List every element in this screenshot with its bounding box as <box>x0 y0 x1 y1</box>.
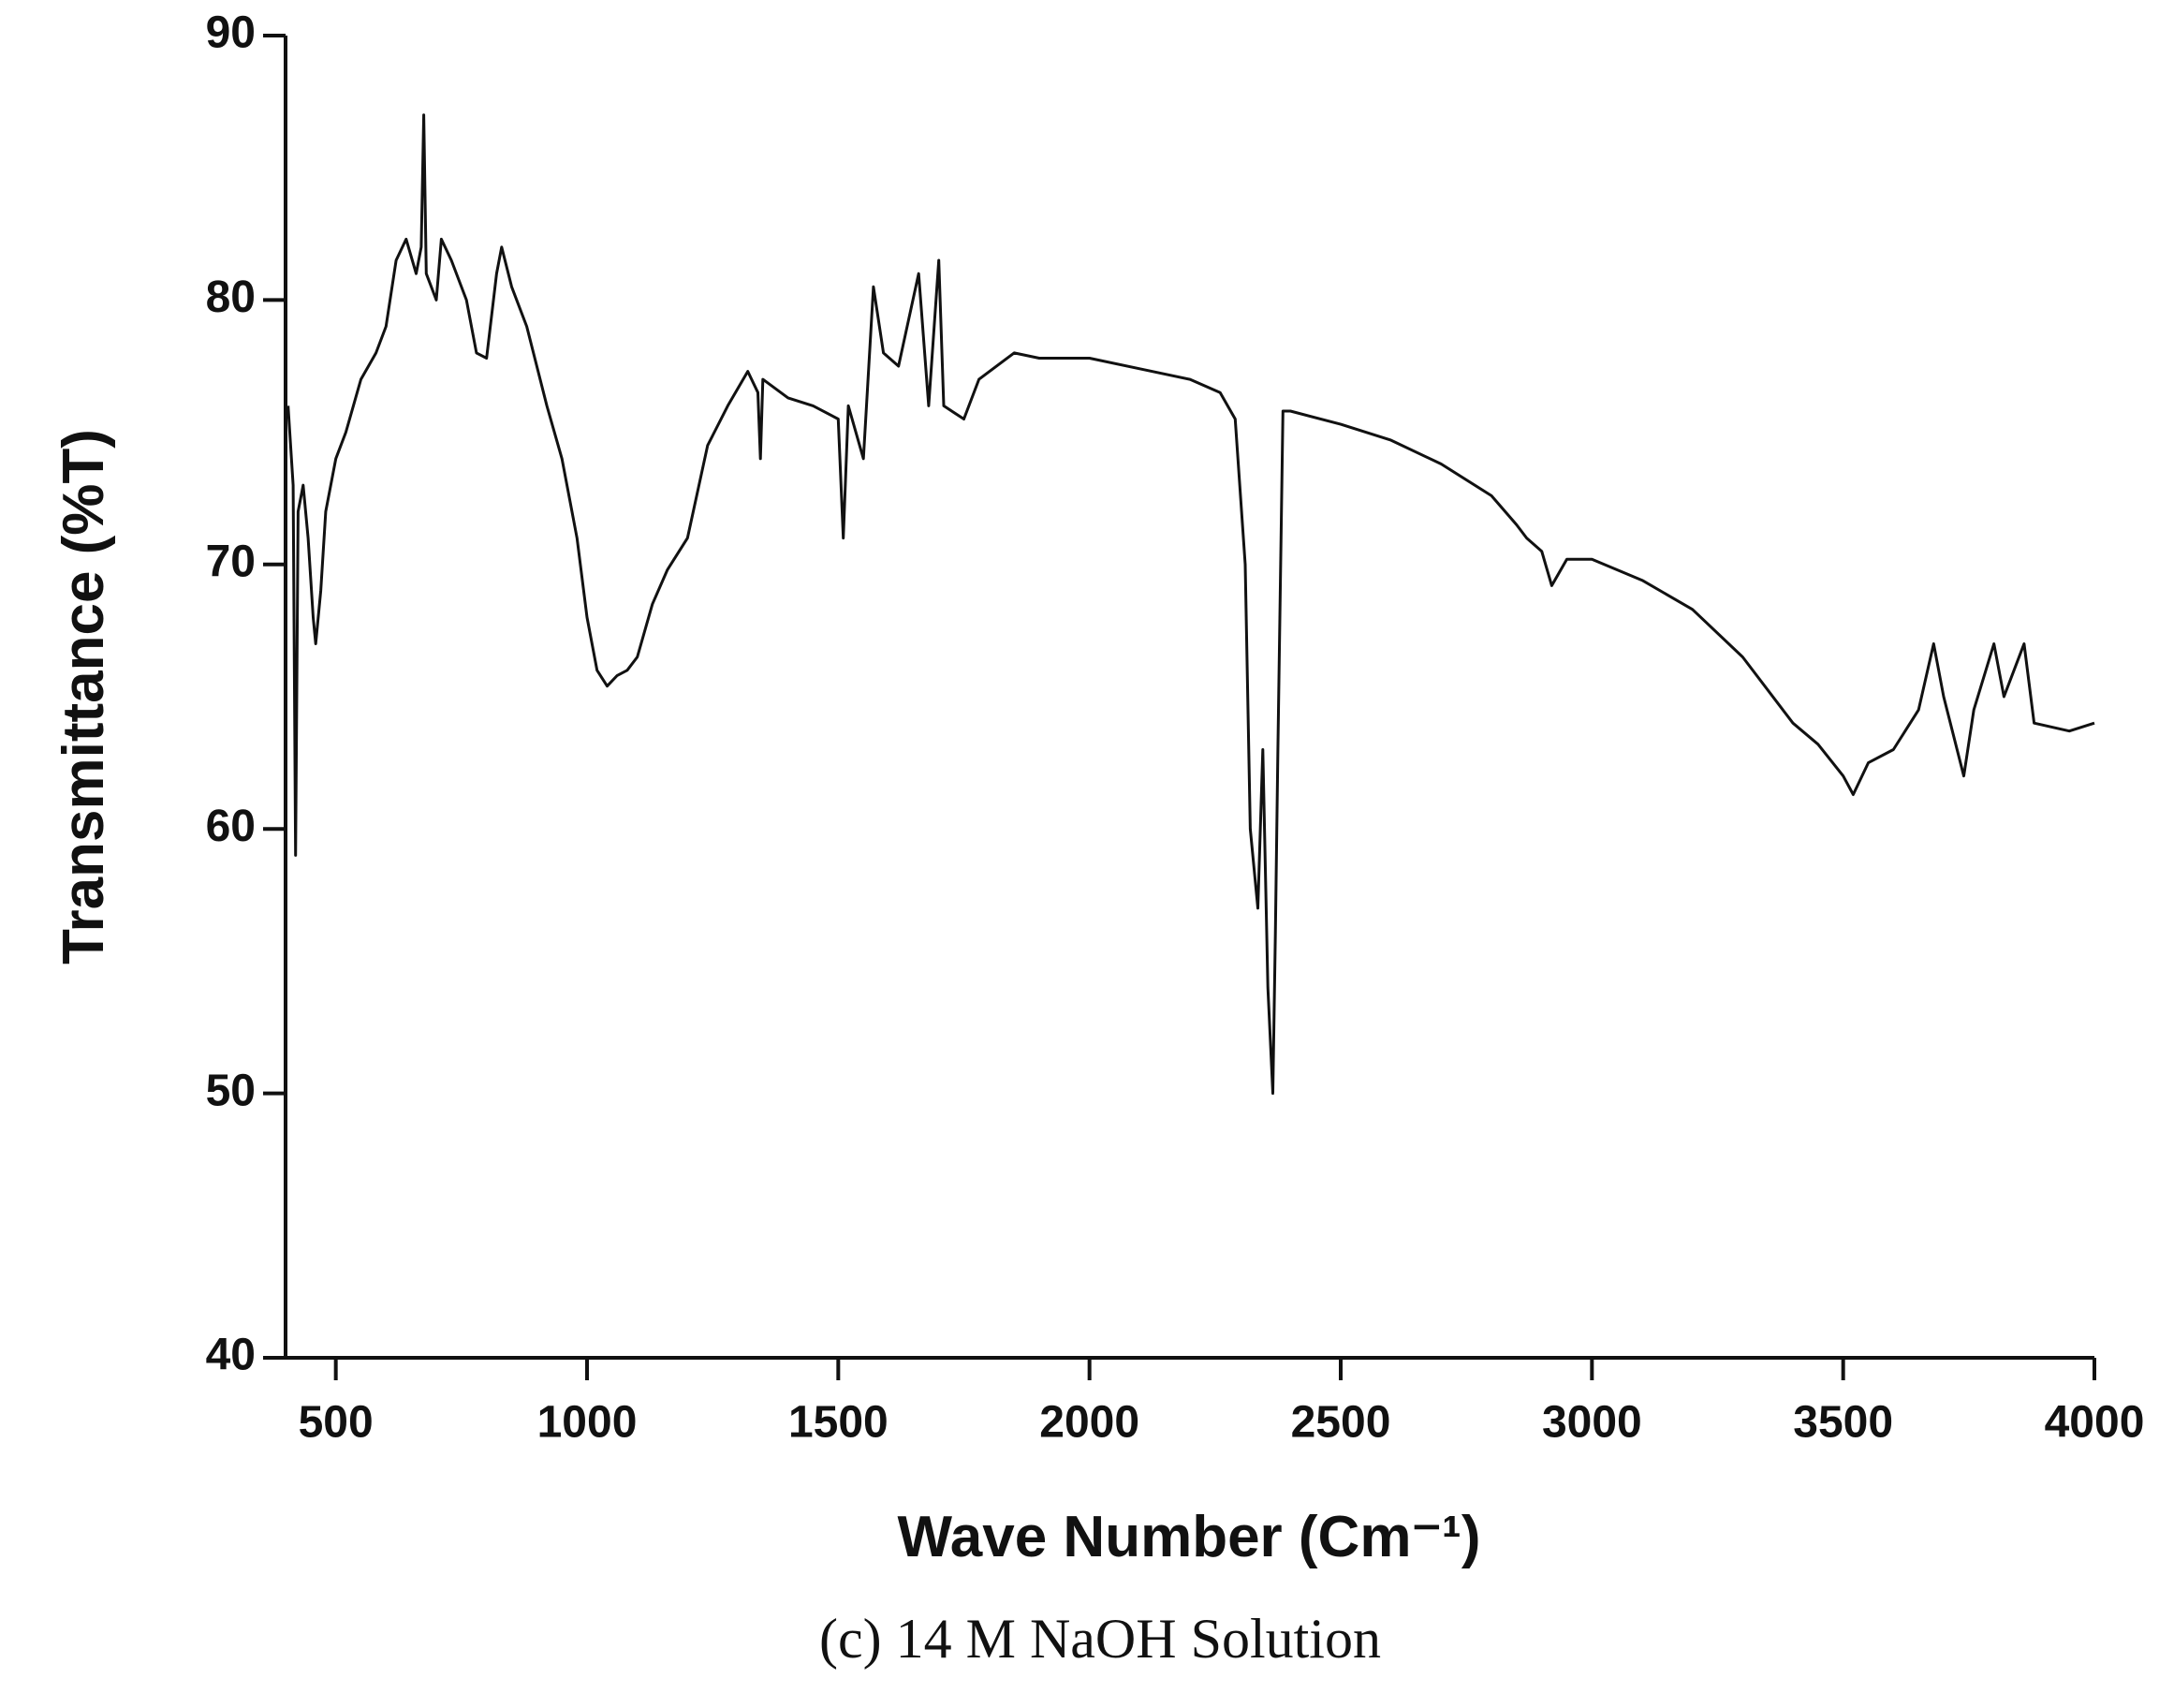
x-tick-label: 3000 <box>1542 1398 1642 1448</box>
y-tick-label: 90 <box>206 8 256 58</box>
y-tick-label: 50 <box>206 1066 256 1115</box>
y-tick-label: 40 <box>206 1331 256 1380</box>
x-tick-label: 2000 <box>1039 1398 1139 1448</box>
x-axis-label: Wave Number (Cm⁻¹) <box>898 1505 1481 1569</box>
x-tick-label: 2500 <box>1291 1398 1391 1448</box>
x-tick-label: 1000 <box>537 1398 638 1448</box>
x-tick-label: 4000 <box>2045 1398 2145 1448</box>
y-tick-label: 60 <box>206 802 256 851</box>
y-tick-label: 80 <box>206 272 256 322</box>
x-tick-label: 3500 <box>1793 1398 1893 1448</box>
x-tick-label: 500 <box>299 1398 374 1448</box>
spectrum-line <box>286 113 2095 1096</box>
x-tick-label: 1500 <box>788 1398 889 1448</box>
y-axis-label: Transmittance (%T) <box>51 429 116 964</box>
y-tick-label: 70 <box>206 537 256 586</box>
caption: (c) 14 M NaOH Solution <box>819 1608 1381 1670</box>
